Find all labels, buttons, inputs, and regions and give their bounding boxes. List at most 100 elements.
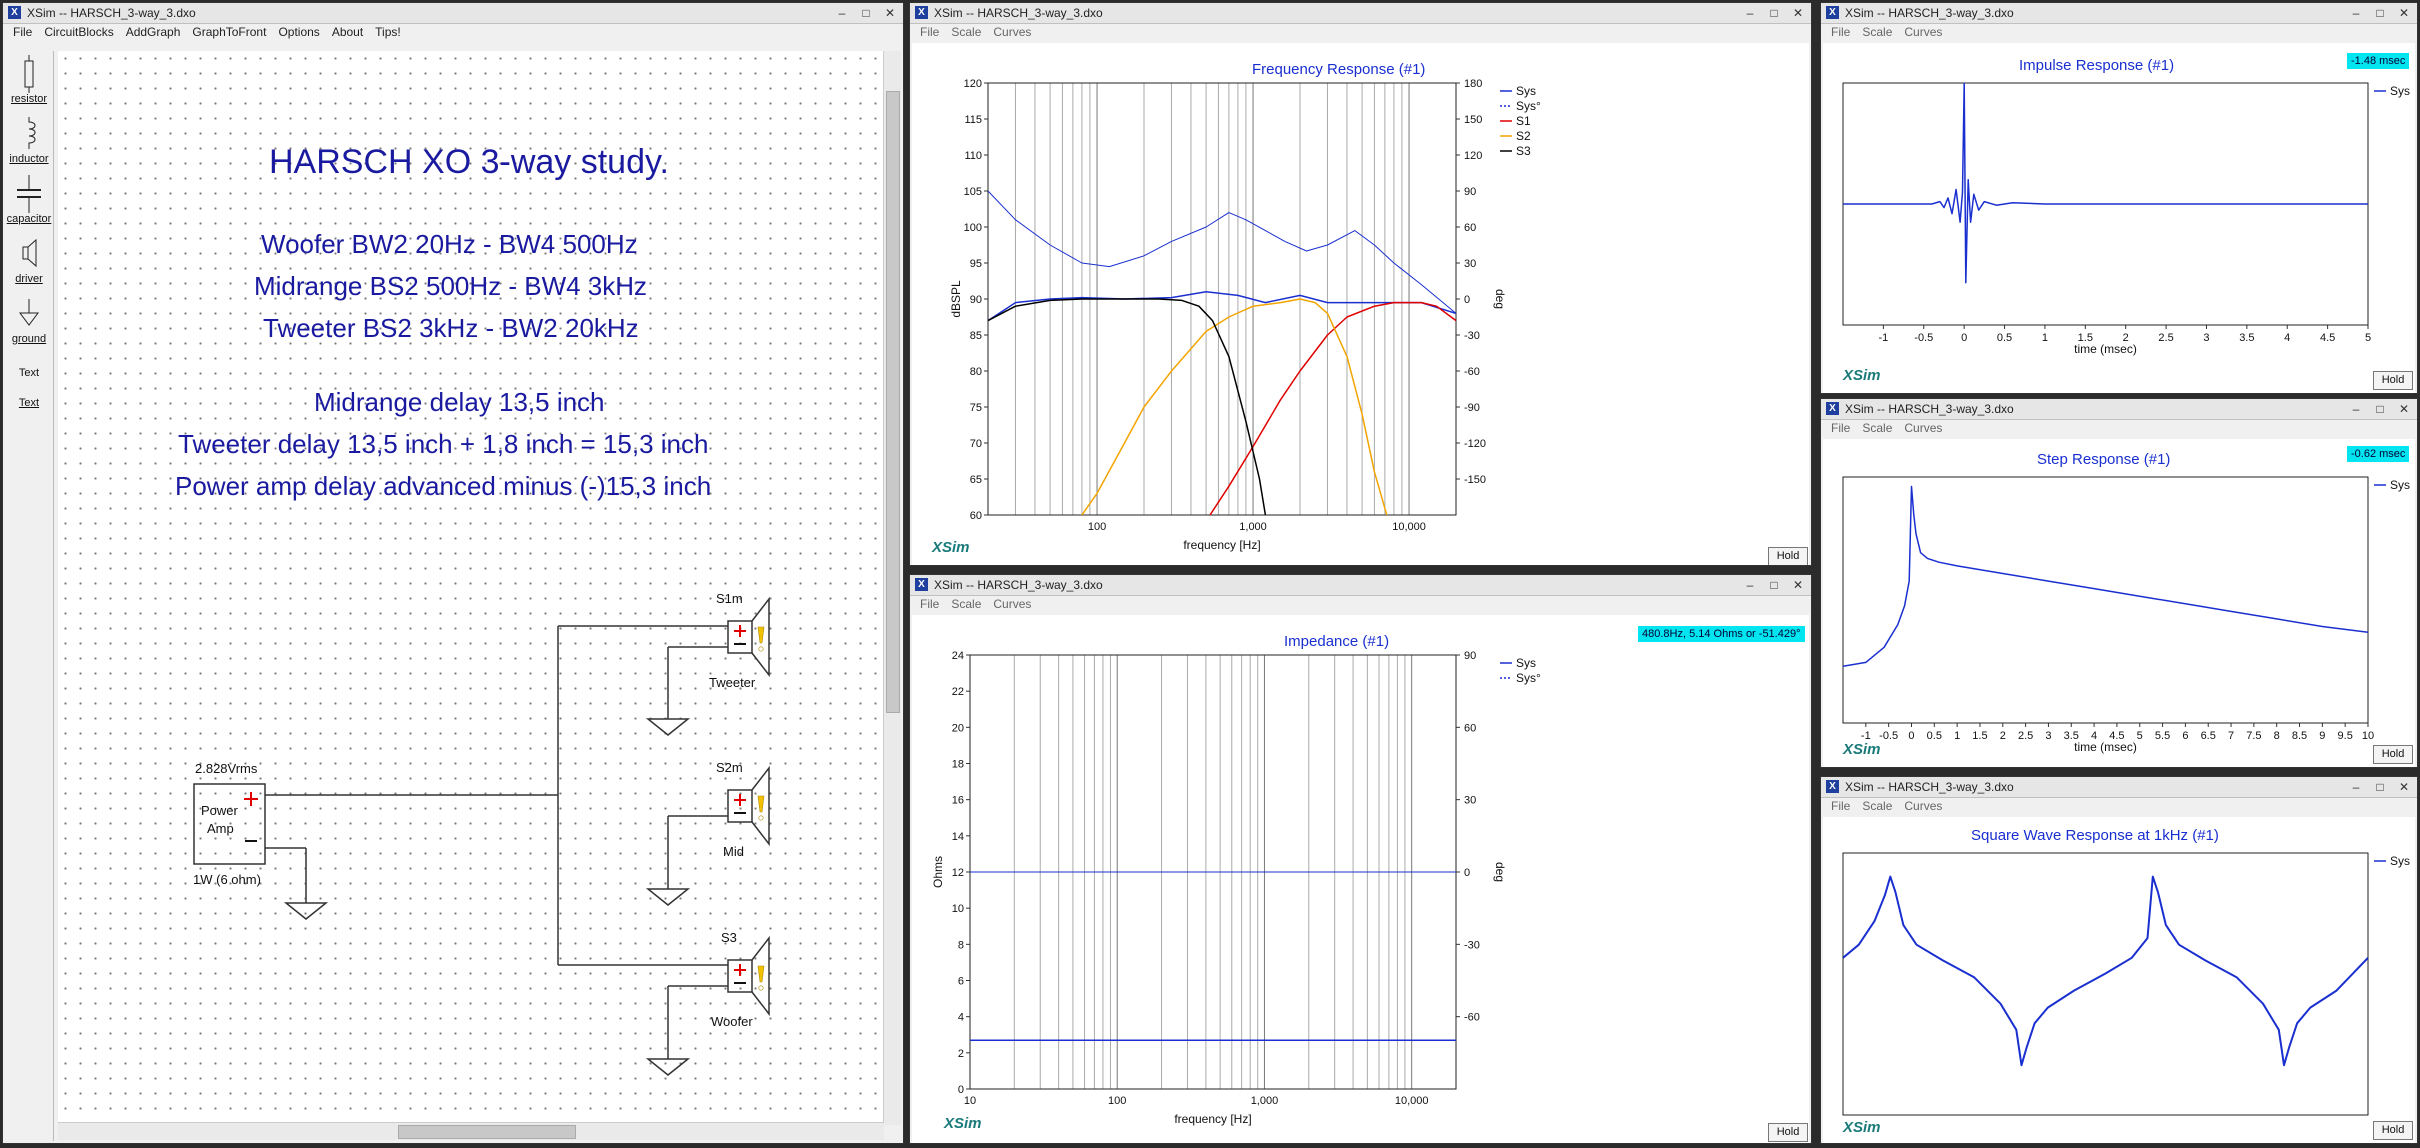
maximize-icon[interactable]: □ — [1770, 6, 1778, 20]
menu-curves[interactable]: Curves — [1904, 25, 1943, 39]
close-icon[interactable]: ✕ — [2398, 6, 2410, 20]
maximize-icon[interactable]: □ — [862, 6, 870, 20]
component-toolbox: resistor inductor capacitor driver groun… — [5, 51, 54, 1141]
menu-scale[interactable]: Scale — [1862, 421, 1893, 435]
freq-menu-bar: File Scale Curves — [910, 24, 1811, 41]
impulse-cursor-readout: -1.48 msec — [2347, 53, 2410, 69]
driver-s2m[interactable] — [727, 789, 753, 823]
close-icon[interactable]: ✕ — [1792, 6, 1804, 20]
menu-addgraph[interactable]: AddGraph — [125, 25, 181, 39]
y2-tick-label: -60 — [1464, 366, 1480, 378]
menu-file[interactable]: File — [920, 25, 940, 39]
menu-about[interactable]: About — [331, 25, 364, 39]
menu-scale[interactable]: Scale — [951, 597, 982, 611]
tool-resistor[interactable]: resistor — [5, 55, 53, 105]
note-mid-delay: Midrange delay 13,5 inch — [314, 387, 605, 417]
y2-tick-label: 0 — [1464, 867, 1470, 879]
horizontal-scroll-thumb[interactable] — [398, 1125, 576, 1139]
minimize-icon[interactable]: – — [2352, 780, 2360, 794]
minimize-icon[interactable]: – — [838, 6, 846, 20]
imp-title-bar[interactable]: X XSim -- HARSCH_3-way_3.dxo – □ ✕ — [910, 575, 1811, 596]
menu-file[interactable]: File — [1831, 799, 1851, 813]
series-line-sys — [1843, 485, 2368, 667]
x-tick-label: 3.5 — [2239, 332, 2254, 344]
y-tick-label: 115 — [964, 114, 982, 126]
horizontal-scrollbar[interactable] — [58, 1122, 884, 1140]
xsim-logo: XSim — [1843, 367, 1881, 384]
ground-symbol-s2m — [645, 888, 691, 906]
menu-curves[interactable]: Curves — [1904, 799, 1943, 813]
menu-file[interactable]: File — [1831, 25, 1851, 39]
menu-tips[interactable]: Tips! — [375, 25, 401, 39]
hold-button[interactable]: Hold — [1768, 1123, 1808, 1142]
minimize-icon[interactable]: – — [2352, 402, 2360, 416]
menu-scale[interactable]: Scale — [951, 25, 982, 39]
main-window: X XSim -- HARSCH_3-way_3.dxo – □ ✕ File Ci… — [2, 2, 904, 1144]
imp-plot-area[interactable]: Impedance (#1) 480.8Hz, 5.14 Ohms or -51… — [912, 615, 1809, 1143]
step-plot-area[interactable]: Step Response (#1) -0.62 msec -1 -0.5 0 0.5… — [1823, 439, 2415, 767]
tool-text-link[interactable]: Text — [5, 397, 53, 409]
impulse-title-bar[interactable]: X XSim -- HARSCH_3-way_3.dxo – □ ✕ — [1821, 3, 2417, 24]
impulse-menu-bar: File Scale Curves — [1821, 24, 2417, 41]
freq-plot-area[interactable]: Frequency Response (#1) 100 1,000 10,000 60… — [912, 43, 1809, 565]
maximize-icon[interactable]: □ — [2376, 402, 2384, 416]
tool-driver[interactable]: driver — [5, 235, 53, 285]
y-tick-label: 12 — [952, 867, 964, 879]
impulse-plot-area[interactable]: Impulse Response (#1) -1.48 msec -1 -0.5 0… — [1823, 43, 2415, 393]
tool-inductor[interactable]: inductor — [5, 115, 53, 165]
square-plot-area[interactable]: Square Wave Response at 1kHz (#1) Sys XS… — [1823, 817, 2415, 1143]
driver-s3[interactable] — [727, 959, 753, 993]
step-title-bar[interactable]: X XSim -- HARSCH_3-way_3.dxo – □ ✕ — [1821, 399, 2417, 420]
menu-options[interactable]: Options — [278, 25, 320, 39]
y2-tick-label: 180 — [1464, 78, 1482, 90]
close-icon[interactable]: ✕ — [1792, 578, 1804, 592]
vertical-scroll-thumb[interactable] — [886, 91, 900, 713]
vertical-scrollbar[interactable] — [883, 51, 901, 1125]
x-tick-label: 1,000 — [1251, 1095, 1279, 1107]
series-line-sys — [1843, 875, 2368, 1067]
freq-title-bar[interactable]: X XSim -- HARSCH_3-way_3.dxo – □ ✕ — [910, 3, 1811, 24]
menu-graphtofront[interactable]: GraphToFront — [192, 25, 267, 39]
close-icon[interactable]: ✕ — [2398, 780, 2410, 794]
power-amp[interactable] — [193, 783, 266, 865]
menu-file[interactable]: File — [1831, 421, 1851, 435]
y2-tick-label: 60 — [1464, 222, 1476, 234]
maximize-icon[interactable]: □ — [2376, 6, 2384, 20]
hold-button[interactable]: Hold — [2373, 745, 2413, 764]
menu-curves[interactable]: Curves — [993, 25, 1032, 39]
maximize-icon[interactable]: □ — [1770, 578, 1778, 592]
tool-capacitor[interactable]: capacitor — [5, 175, 53, 225]
menu-curves[interactable]: Curves — [993, 597, 1032, 611]
legend-label: Sys — [1516, 84, 1536, 98]
minimize-icon[interactable]: – — [2352, 6, 2360, 20]
hold-button[interactable]: Hold — [1768, 547, 1808, 565]
tool-text[interactable]: Text — [5, 367, 53, 379]
legend-label: Sys — [2390, 478, 2410, 492]
menu-scale[interactable]: Scale — [1862, 799, 1893, 813]
square-title-bar[interactable]: X XSim -- HARSCH_3-way_3.dxo – □ ✕ — [1821, 777, 2417, 798]
x-tick-label: 100 — [1108, 1095, 1126, 1107]
menu-scale[interactable]: Scale — [1862, 25, 1893, 39]
hold-button[interactable]: Hold — [2373, 371, 2413, 390]
hold-button[interactable]: Hold — [2373, 1121, 2413, 1140]
main-title-bar[interactable]: X XSim -- HARSCH_3-way_3.dxo – □ ✕ — [3, 3, 903, 24]
menu-file[interactable]: File — [920, 597, 940, 611]
amp-voltage: 2.828Vrms — [195, 761, 258, 776]
x-tick-label: 100 — [1088, 521, 1106, 533]
circuit-canvas[interactable]: HARSCH XO 3-way study. Woofer BW2 20Hz -… — [58, 51, 884, 1125]
legend-label: Sys° — [1516, 671, 1541, 685]
close-icon[interactable]: ✕ — [884, 6, 896, 20]
close-icon[interactable]: ✕ — [2398, 402, 2410, 416]
driver-s1m[interactable] — [727, 620, 753, 654]
menu-circuitblocks[interactable]: CircuitBlocks — [44, 25, 114, 39]
main-menu-bar: File CircuitBlocks AddGraph GraphToFront… — [3, 24, 903, 41]
menu-curves[interactable]: Curves — [1904, 421, 1943, 435]
y-tick-label: 80 — [970, 366, 982, 378]
minimize-icon[interactable]: – — [1746, 578, 1754, 592]
minimize-icon[interactable]: – — [1746, 6, 1754, 20]
tool-ground[interactable]: ground — [5, 295, 53, 345]
note-tweeter: Tweeter BS2 3kHz - BW2 20kHz — [263, 313, 639, 343]
ground-symbol-s1m — [645, 718, 691, 736]
maximize-icon[interactable]: □ — [2376, 780, 2384, 794]
menu-file[interactable]: File — [13, 25, 33, 39]
